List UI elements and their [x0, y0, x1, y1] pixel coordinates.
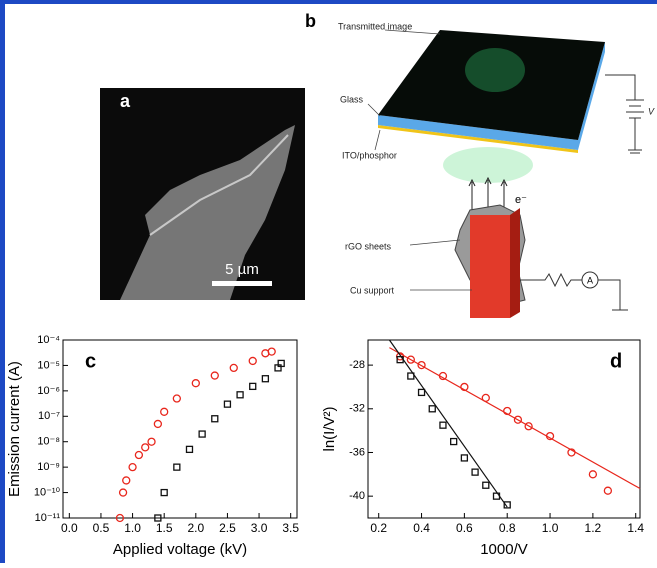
- transmitted-spot: [465, 48, 525, 92]
- page: a 5 µm b Transmitted image Glass ITO/pho…: [0, 0, 657, 563]
- x-tick-label: 3.5: [282, 521, 299, 535]
- x-tick-label: 0.0: [61, 521, 78, 535]
- point: [224, 401, 230, 407]
- y-tick-label: -28: [349, 359, 365, 371]
- y-tick-label: 10⁻¹¹: [35, 512, 61, 524]
- label: Cu support: [350, 285, 395, 295]
- y-tick-label: 10⁻⁹: [37, 461, 60, 473]
- leader: [368, 104, 380, 116]
- x-axis-label: Applied voltage (kV): [113, 541, 247, 558]
- x-tick-label: 0.6: [456, 521, 473, 535]
- figure: a 5 µm b Transmitted image Glass ITO/pho…: [0, 0, 657, 563]
- point: [174, 464, 180, 470]
- point: [262, 376, 268, 382]
- point: [483, 482, 489, 488]
- ammeter-label: A: [587, 275, 593, 285]
- label: Transmitted image: [338, 21, 412, 31]
- label: Glass: [340, 94, 364, 104]
- point: [211, 372, 218, 379]
- electron-label: e⁻: [515, 194, 527, 206]
- point: [192, 380, 199, 387]
- point: [120, 489, 127, 496]
- fit-line: [389, 348, 640, 489]
- point: [419, 389, 425, 395]
- scale-bar-label: 5 µm: [225, 261, 259, 278]
- point: [161, 490, 167, 496]
- point: [154, 420, 161, 427]
- x-tick-label: 0.5: [93, 521, 110, 535]
- panel-label: c: [85, 350, 96, 372]
- scale-bar: [212, 281, 272, 286]
- plot-frame: [63, 340, 297, 518]
- voltage-label: V: [648, 106, 655, 116]
- y-tick-label: -36: [349, 446, 365, 458]
- x-tick-label: 1.4: [627, 521, 644, 535]
- frame-left: [0, 0, 5, 563]
- x-tick-label: 3.0: [251, 521, 268, 535]
- point: [148, 438, 155, 445]
- x-tick-label: 2.5: [219, 521, 236, 535]
- y-axis-label: ln(I/V²): [321, 406, 338, 451]
- x-tick-label: 0.8: [499, 521, 516, 535]
- x-tick-label: 1.5: [156, 521, 173, 535]
- x-axis-label: 1000/V: [480, 541, 528, 558]
- point: [250, 383, 256, 389]
- y-tick-label: 10⁻⁷: [38, 410, 60, 422]
- point: [589, 471, 596, 478]
- x-tick-label: 1.0: [542, 521, 559, 535]
- point: [212, 416, 218, 422]
- fit-line: [389, 340, 507, 507]
- y-tick-label: 10⁻¹⁰: [34, 486, 61, 498]
- point: [451, 439, 457, 445]
- point: [604, 487, 611, 494]
- x-tick-label: 0.4: [413, 521, 430, 535]
- x-tick-label: 2.0: [187, 521, 204, 535]
- ammeter-circuit: [520, 274, 628, 310]
- label: ITO/phosphor: [342, 150, 397, 160]
- point: [249, 357, 256, 364]
- cu-side: [510, 208, 520, 318]
- point: [161, 408, 168, 415]
- point: [129, 464, 136, 471]
- x-tick-label: 1.0: [124, 521, 141, 535]
- label: rGO sheets: [345, 241, 392, 251]
- point: [199, 431, 205, 437]
- leader: [410, 240, 460, 245]
- point: [461, 455, 467, 461]
- y-axis-label: Emission current (A): [6, 361, 23, 497]
- y-tick-label: 10⁻⁴: [37, 334, 60, 346]
- panel-label: b: [305, 11, 316, 31]
- point: [142, 444, 149, 451]
- point: [123, 477, 130, 484]
- frame-top: [0, 0, 657, 4]
- point: [135, 452, 142, 459]
- point: [429, 406, 435, 412]
- y-tick-label: -32: [349, 403, 365, 415]
- panel-label: a: [120, 91, 131, 111]
- point: [237, 392, 243, 398]
- leader: [375, 130, 380, 150]
- x-tick-label: 1.2: [585, 521, 602, 535]
- y-tick-label: 10⁻⁶: [37, 385, 60, 397]
- y-tick-label: -40: [349, 490, 365, 502]
- x-tick-label: 0.2: [370, 521, 387, 535]
- point: [268, 348, 275, 355]
- panel-label: d: [610, 350, 622, 372]
- battery-circuit: [605, 75, 644, 153]
- point: [230, 364, 237, 371]
- point: [186, 446, 192, 452]
- y-tick-label: 10⁻⁵: [37, 359, 60, 371]
- y-tick-label: 10⁻⁸: [37, 436, 60, 448]
- cu-front: [470, 215, 510, 318]
- point: [472, 469, 478, 475]
- point: [440, 422, 446, 428]
- point: [173, 395, 180, 402]
